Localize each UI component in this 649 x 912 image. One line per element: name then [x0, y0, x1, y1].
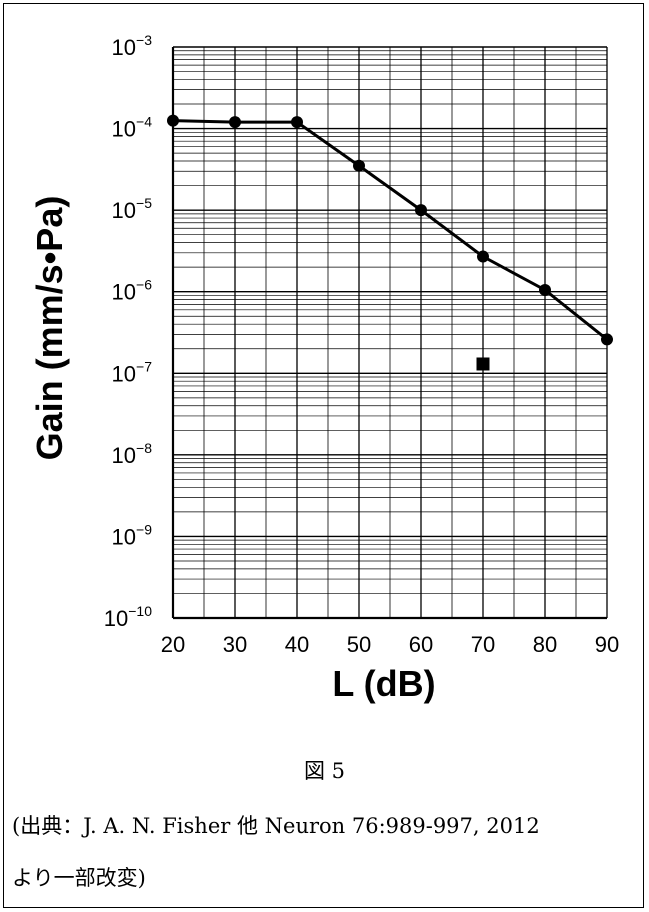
data-point-circle	[353, 159, 365, 172]
figure-number: 図 5	[303, 759, 346, 783]
axes	[171, 47, 607, 620]
x-tick-label: 20	[161, 632, 185, 657]
data-point-circle	[539, 283, 551, 296]
x-tick-label: 90	[595, 632, 619, 657]
data-point-circle	[229, 116, 241, 129]
data-point-circle	[291, 116, 303, 129]
data-point-circle	[477, 250, 489, 263]
x-tick-label: 60	[409, 632, 433, 657]
source-citation-line-1: (出典：J. A. N. Fisher 他 Neuron 76:989-997,…	[12, 814, 540, 838]
data-point-square	[476, 357, 490, 371]
x-tick-labels: 20 30 40 50 60 70 80 90	[161, 632, 619, 657]
y-tick-label: 10−10	[104, 603, 152, 631]
y-tick-label: 10−4	[112, 114, 153, 142]
x-tick-label: 70	[471, 632, 495, 657]
data-point-circle	[415, 204, 427, 217]
x-tick-label: 30	[223, 632, 247, 657]
y-tick-label: 10−5	[112, 195, 153, 223]
y-tick-label: 10−9	[112, 521, 153, 549]
x-tick-label: 40	[285, 632, 309, 657]
x-axis-label: L (dB)	[332, 663, 435, 704]
x-tick-label: 50	[347, 632, 371, 657]
series-line	[172, 119, 608, 341]
y-tick-label: 10−3	[112, 32, 153, 60]
series	[167, 114, 613, 371]
x-tick-label: 80	[533, 632, 557, 657]
y-tick-labels: 10−3 10−4 10−5 10−6 10−7 10−8 10−9 10−10	[104, 32, 152, 631]
y-axis-label: Gain (mm/s•Pa)	[29, 196, 70, 461]
y-tick-label: 10−7	[112, 358, 153, 386]
data-point-circle	[167, 114, 179, 127]
data-point-circle	[601, 333, 613, 346]
grid	[172, 46, 608, 619]
source-citation-line-2: より一部改変)	[12, 866, 146, 890]
y-tick-label: 10−6	[112, 277, 153, 305]
y-tick-label: 10−8	[112, 440, 153, 468]
